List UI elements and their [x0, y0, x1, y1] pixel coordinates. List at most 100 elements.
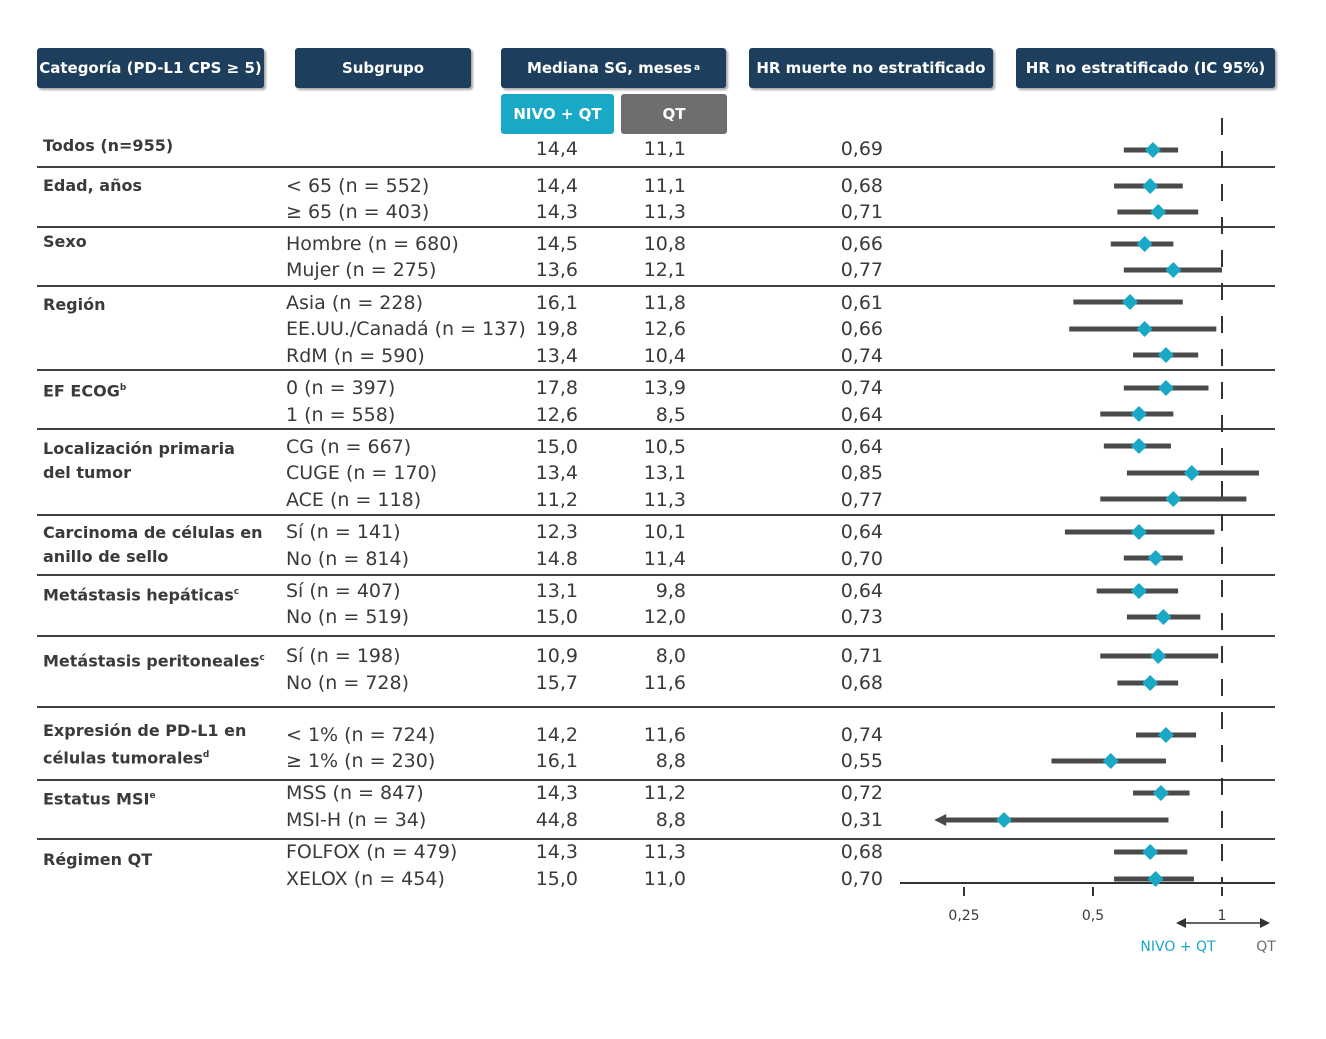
median-qt-cell: 11,6 — [643, 672, 686, 694]
subgroup-cell: No (n = 519) — [286, 606, 410, 628]
hr-point-marker — [1130, 583, 1147, 599]
hr-point-marker — [1157, 727, 1174, 743]
median-nivo-cell: 13,1 — [535, 580, 578, 602]
header-forest-label: HR no estratificado (IC 95%) — [1025, 59, 1266, 77]
median-nivo-cell: 12,6 — [535, 404, 578, 426]
hr-cell: 0,74 — [840, 345, 883, 367]
ci-truncation-arrow — [934, 814, 947, 826]
direction-label-qt: QT — [1256, 939, 1276, 955]
median-qt-cell: 8,0 — [655, 645, 686, 667]
median-nivo-cell: 15,0 — [535, 436, 578, 458]
row-separator — [37, 514, 1275, 516]
median-nivo-cell: 15,0 — [535, 868, 578, 890]
hr-point-marker — [1122, 294, 1139, 310]
subgroup-cell: ACE (n = 118) — [286, 489, 422, 511]
median-qt-cell: 11,0 — [643, 868, 686, 890]
hr-point-marker — [1152, 785, 1169, 801]
hr-cell: 0,70 — [840, 868, 883, 890]
hr-point-marker — [1165, 262, 1182, 278]
hr-cell: 0,77 — [840, 489, 883, 511]
hr-point-marker — [1142, 844, 1159, 860]
subgroup-cell: Sí (n = 407) — [286, 580, 401, 602]
median-qt-cell: 9,8 — [655, 580, 686, 602]
hr-point-marker — [1130, 524, 1147, 540]
arm-qt-label: QT — [662, 105, 686, 123]
hr-point-marker — [1150, 204, 1167, 220]
median-qt-cell: 11,2 — [643, 782, 686, 804]
subgroup-cell: MSI-H (n = 34) — [286, 809, 427, 831]
direction-label-nivo: NIVO + QT — [1140, 939, 1216, 955]
row-separator — [37, 779, 1275, 781]
category-label: Edad, años — [43, 176, 142, 195]
category-label: Todos (n=955) — [43, 136, 174, 155]
median-nivo-cell: 14,4 — [535, 175, 578, 197]
arm-nivo-label: NIVO + QT — [513, 105, 602, 123]
category-label: Régimen QT — [43, 850, 153, 869]
median-nivo-cell: 13,6 — [535, 259, 578, 281]
arm-nivo-header: NIVO + QT — [501, 94, 614, 134]
header-median: Mediana SG, meses a — [501, 48, 726, 88]
hr-point-marker — [996, 812, 1013, 828]
hr-point-marker — [1147, 550, 1164, 566]
median-nivo-cell: 14,3 — [535, 201, 578, 223]
hr-point-marker — [1183, 465, 1200, 481]
hr-point-marker — [1142, 675, 1159, 691]
median-qt-cell: 13,1 — [643, 462, 686, 484]
hr-point-marker — [1130, 406, 1147, 422]
hr-cell: 0,64 — [840, 436, 883, 458]
median-nivo-cell: 14,5 — [535, 233, 578, 255]
row-separator — [37, 369, 1275, 371]
subgroup-cell: No (n = 728) — [286, 672, 410, 694]
hr-cell: 0,64 — [840, 521, 883, 543]
median-nivo-cell: 14.8 — [535, 548, 578, 570]
row-separator — [37, 706, 1275, 708]
subgroup-cell: Asia (n = 228) — [286, 292, 423, 314]
hr-cell: 0,77 — [840, 259, 883, 281]
hr-point-marker — [1147, 871, 1164, 887]
hr-cell: 0,69 — [840, 138, 883, 160]
median-qt-cell: 11,4 — [643, 548, 686, 570]
category-label: Localización primaria del tumor — [43, 439, 235, 482]
median-nivo-cell: 44,8 — [535, 809, 578, 831]
x-tick-label: 0,5 — [1082, 908, 1104, 924]
hr-point-marker — [1136, 321, 1153, 337]
hr-point-marker — [1102, 753, 1119, 769]
hr-point-marker — [1130, 438, 1147, 454]
median-nivo-cell: 13,4 — [535, 345, 578, 367]
hr-cell: 0,85 — [840, 462, 883, 484]
header-forest: HR no estratificado (IC 95%) — [1016, 48, 1275, 88]
arm-qt-header: QT — [621, 94, 727, 134]
subgroup-cell: ≥ 1% (n = 230) — [286, 750, 436, 772]
median-nivo-cell: 10,9 — [535, 645, 578, 667]
median-qt-cell: 11,3 — [643, 201, 686, 223]
median-nivo-cell: 14,3 — [535, 782, 578, 804]
category-label: Metástasis peritonealesc — [43, 651, 265, 671]
median-qt-cell: 12,0 — [643, 606, 686, 628]
median-qt-cell: 11,6 — [643, 724, 686, 746]
median-qt-cell: 10,1 — [643, 521, 686, 543]
hr-cell: 0,72 — [840, 782, 883, 804]
hr-cell: 0,68 — [840, 841, 883, 863]
row-separator — [37, 285, 1275, 287]
median-qt-cell: 8,5 — [655, 404, 686, 426]
hr-point-marker — [1157, 380, 1174, 396]
subgroup-cell: < 65 (n = 552) — [286, 175, 430, 197]
subgroup-cell: Hombre (n = 680) — [286, 233, 459, 255]
subgroup-cell: Sí (n = 198) — [286, 645, 401, 667]
header-median-sup: a — [693, 63, 701, 73]
hr-cell: 0,68 — [840, 672, 883, 694]
median-qt-cell: 11,1 — [643, 175, 686, 197]
subgroup-cell: EE.UU./Canadá (n = 137) — [286, 318, 526, 340]
median-nivo-cell: 17,8 — [535, 377, 578, 399]
subgroup-cell: No (n = 814) — [286, 548, 410, 570]
category-label: Estatus MSIe — [43, 789, 156, 809]
median-qt-cell: 10,4 — [643, 345, 686, 367]
median-nivo-cell: 14,4 — [535, 138, 578, 160]
hr-cell: 0,61 — [840, 292, 883, 314]
header-subgroup: Subgrupo — [295, 48, 471, 88]
hr-cell: 0,70 — [840, 548, 883, 570]
subgroup-cell: Sí (n = 141) — [286, 521, 401, 543]
hr-cell: 0,74 — [840, 724, 883, 746]
subgroup-cell: Mujer (n = 275) — [286, 259, 437, 281]
